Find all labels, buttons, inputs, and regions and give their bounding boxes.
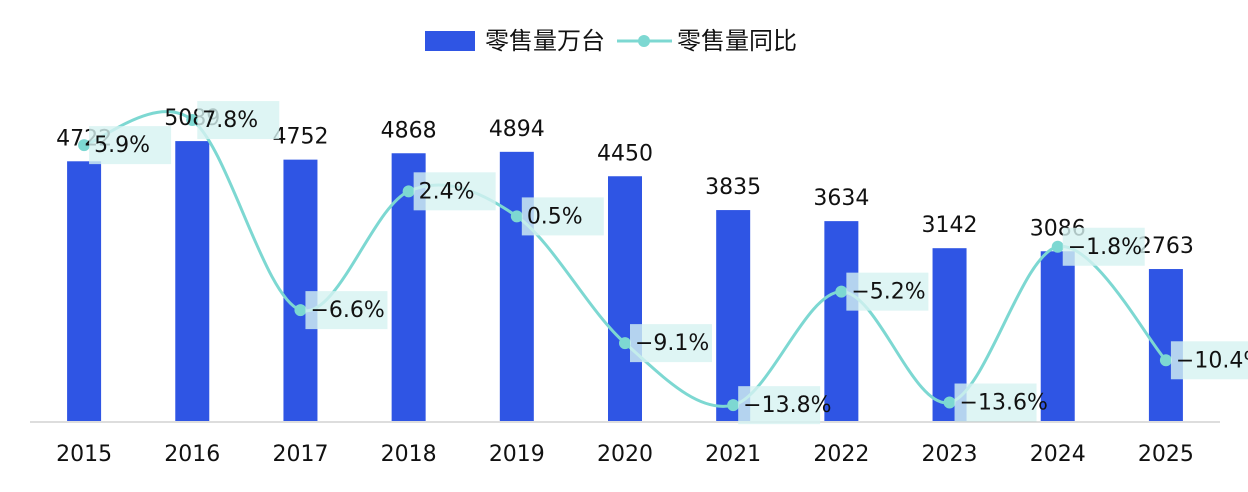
label-background: [89, 126, 172, 165]
label-background: [197, 101, 280, 140]
line-value-label: −5.2%: [851, 280, 925, 305]
bar: [824, 221, 859, 421]
label-background: [630, 324, 712, 363]
line-value-label: −13.8%: [743, 393, 831, 418]
line-value-label: 2.4%: [419, 179, 475, 204]
line-point: [943, 396, 956, 409]
bar: [608, 176, 642, 421]
line-point: [835, 285, 848, 298]
label-background: [521, 197, 604, 236]
x-tick-label: 2020: [597, 442, 653, 467]
line-point: [186, 114, 199, 127]
bar-value-label: 3142: [922, 213, 978, 238]
line-value-label: 0.5%: [527, 204, 583, 229]
x-tick-label: 2025: [1138, 442, 1194, 467]
line-value-label: −1.8%: [1068, 235, 1142, 260]
bar: [67, 161, 102, 422]
bar: [716, 210, 751, 421]
line-point: [619, 337, 631, 350]
label-background: [738, 386, 821, 425]
legend-label: 零售量同比: [677, 27, 797, 55]
bar-value-label: 4868: [381, 118, 437, 143]
line-point: [510, 210, 523, 223]
label-background: [954, 383, 1037, 422]
legend-label: 零售量万台: [485, 27, 605, 55]
bar: [1040, 251, 1075, 421]
x-tick-label: 2019: [489, 442, 545, 467]
line-point: [1051, 240, 1064, 253]
line-value-label: −9.1%: [635, 331, 709, 356]
bar: [499, 151, 534, 421]
x-tick-label: 2021: [705, 442, 761, 467]
line-point: [727, 399, 740, 412]
line-point: [294, 304, 307, 317]
x-tick-label: 2015: [56, 442, 112, 467]
line-value-label: 5.9%: [94, 133, 150, 158]
bar-value-label: 3634: [813, 186, 869, 211]
x-tick-label: 2017: [272, 442, 328, 467]
x-tick-label: 2023: [922, 442, 978, 467]
x-tick-label: 2022: [813, 442, 869, 467]
label-background: [1062, 227, 1145, 266]
line-value-label: −10.4%: [1176, 348, 1248, 373]
line-point: [78, 139, 91, 152]
line-value-label: 7.8%: [202, 108, 258, 133]
x-tick-label: 2016: [164, 442, 220, 467]
label-background: [305, 291, 388, 330]
legend-swatch: [638, 35, 650, 47]
bar-value-label: 2763: [1138, 234, 1194, 259]
label-background: [846, 272, 929, 311]
legend-swatch: [425, 31, 475, 51]
line-point: [402, 185, 415, 198]
x-tick-label: 2018: [381, 442, 437, 467]
bar: [283, 159, 318, 421]
bar-value-label: 4894: [489, 117, 545, 142]
x-tick-label: 2024: [1030, 442, 1086, 467]
label-background: [413, 172, 496, 211]
bar-value-label: 3835: [705, 175, 761, 200]
line-point: [1159, 354, 1172, 367]
line-value-label: −13.6%: [960, 391, 1048, 416]
bar-value-label: 4450: [597, 141, 653, 166]
bar: [175, 141, 210, 422]
line-value-label: −6.6%: [310, 298, 384, 323]
label-background: [1170, 341, 1248, 380]
bar-value-label: 4752: [272, 125, 328, 150]
